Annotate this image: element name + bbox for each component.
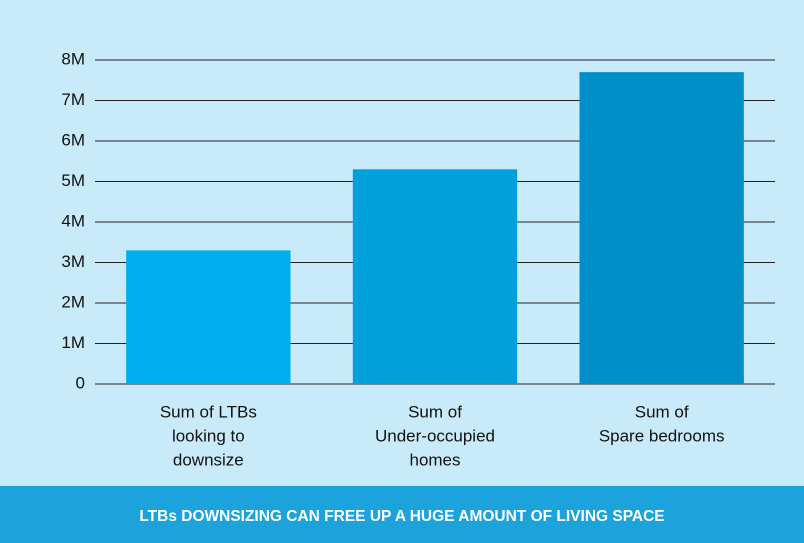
x-tick-label: Sum of [635,402,689,421]
y-tick-label: 5M [61,171,85,190]
chart-title: LTBs DOWNSIZING CAN FREE UP A HUGE AMOUN… [139,508,664,525]
y-tick-label: 0 [76,373,85,392]
x-tick-label: downsize [173,450,244,469]
y-tick-label: 6M [61,130,85,149]
x-tick-label: Under-occupied [375,426,495,445]
bar [352,169,518,384]
x-tick-label: Sum of [408,402,462,421]
y-tick-label: 3M [61,252,85,271]
x-tick-label: Sum of LTBs [160,402,257,421]
title-banner [0,486,804,543]
y-tick-label: 2M [61,292,85,311]
y-tick-label: 4M [61,211,85,230]
bar [126,250,291,384]
bar [579,72,744,385]
y-tick-label: 8M [61,49,85,68]
x-tick-label: homes [409,450,460,469]
x-tick-label: looking to [172,426,245,445]
x-tick-label: Spare bedrooms [599,426,725,445]
y-tick-label: 7M [61,90,85,109]
y-tick-label: 1M [61,333,85,352]
